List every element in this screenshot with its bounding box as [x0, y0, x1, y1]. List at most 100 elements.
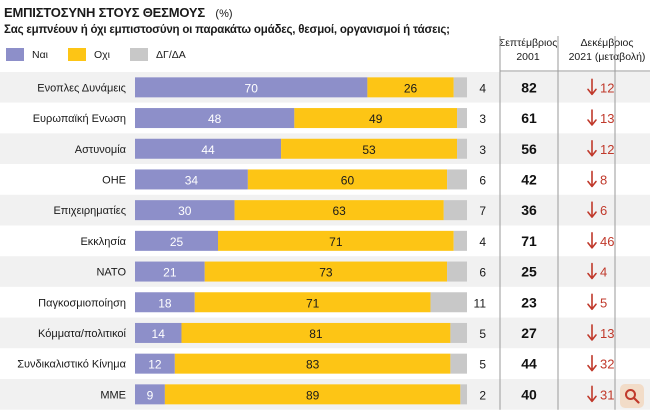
change-value: 31 [600, 387, 614, 402]
value-2001: 82 [521, 79, 537, 95]
value-2001: 23 [521, 294, 537, 310]
bar-dk [457, 108, 467, 129]
bar-oxi [181, 322, 451, 343]
down-arrow-icon [587, 385, 597, 403]
bar-nai [135, 322, 182, 343]
change-value: 46 [600, 234, 614, 249]
legend-label-dk: ΔΓ/ΔΑ [156, 48, 186, 61]
bar-nai [135, 77, 368, 98]
legend: Ναι Οχι ΔΓ/ΔΑ [6, 48, 206, 61]
bar-dk [453, 77, 467, 98]
category-label: Ενοπλες Δυνάμεις [37, 82, 126, 94]
down-arrow-icon [587, 232, 597, 249]
bar-dk [450, 322, 467, 343]
legend-item-nai: Ναι [6, 48, 48, 61]
down-arrow-icon [587, 139, 597, 157]
change-value: 32 [600, 357, 614, 372]
category-label: Ευρωπαϊκή Ενωση [33, 113, 126, 125]
value-2001: 36 [521, 202, 537, 218]
change-value: 8 [600, 172, 607, 187]
down-arrow-icon [587, 170, 597, 188]
bar-nai [135, 138, 282, 159]
value-2001: 44 [521, 356, 537, 372]
category-label: Εκκλησία [80, 236, 126, 248]
value-2001: 61 [521, 110, 537, 126]
value-2001: 25 [521, 264, 537, 280]
legend-item-oxi: Οχι [68, 48, 110, 61]
bar-label-oxi: 81 [309, 327, 323, 341]
bar-dk [447, 261, 467, 282]
value-2001: 27 [521, 325, 537, 341]
zoom-icon[interactable] [620, 384, 644, 408]
bar-dk [430, 292, 467, 313]
change-value: 12 [600, 80, 614, 95]
value-2001: 56 [521, 141, 537, 157]
value-2001: 42 [521, 171, 537, 187]
change-value: 6 [600, 203, 607, 218]
down-arrow-icon [587, 293, 597, 311]
down-arrow-icon [587, 201, 597, 218]
bar-dk [457, 138, 467, 159]
bar-label-oxi: 71 [329, 235, 343, 249]
down-arrow-icon [587, 324, 597, 341]
bar-nai [135, 108, 295, 129]
category-label: Κόμματα/πολιτικοί [38, 328, 127, 340]
category-label: Αστυνομία [75, 144, 127, 156]
legend-label-nai: Ναι [32, 48, 48, 61]
bar-label-dk: 5 [479, 358, 486, 372]
bar-nai [135, 353, 175, 374]
legend-swatch-dk [130, 48, 149, 61]
category-label: ΝΑΤΟ [96, 267, 126, 279]
bar-label-dk: 6 [479, 266, 486, 280]
bar-dk [453, 230, 467, 251]
zoom-icon-glyph [625, 389, 640, 404]
change-value: 13 [600, 111, 614, 126]
column-header-sep-2001-line2: 2001 [516, 51, 540, 63]
bar-oxi [234, 200, 444, 221]
bar-label-nai: 14 [152, 327, 166, 341]
bar-label-nai: 21 [163, 266, 177, 280]
bar-oxi [194, 292, 431, 313]
bar-label-nai: 70 [245, 81, 259, 95]
change-value: 13 [600, 326, 614, 341]
bar-nai [135, 169, 248, 190]
bar-oxi [218, 230, 454, 251]
legend-item-dk: ΔΓ/ΔΑ [130, 48, 186, 61]
bar-label-dk: 3 [479, 112, 486, 126]
bar-label-dk: 6 [479, 173, 486, 187]
chart-header: ΕΜΠΙΣΤΟΣΥΝΗ ΣΤΟΥΣ ΘΕΣΜΟΥΣ (%) [4, 4, 233, 22]
column-header-sep-2001: Σεπτέμβριος 2001 [498, 36, 558, 64]
bar-label-oxi: 49 [369, 112, 383, 126]
column-header-dec-2021: Δεκέμβριος 2021 (μεταβολή) [565, 36, 649, 64]
bar-dk [460, 384, 467, 405]
category-label: Επιχειρηματίες [53, 205, 126, 217]
change-value: 5 [600, 295, 607, 310]
down-arrow-icon [587, 262, 597, 280]
category-label: Συνδικαλιστικό Κίνημα [17, 359, 126, 371]
value-2001: 40 [521, 386, 537, 402]
bar-label-oxi: 60 [341, 173, 355, 187]
change-value: 4 [600, 265, 607, 280]
legend-swatch-oxi [68, 48, 86, 61]
bar-nai [135, 230, 218, 251]
change-value: 12 [600, 142, 614, 157]
bar-label-dk: 4 [479, 81, 486, 95]
bar-oxi [367, 77, 454, 98]
chart-subtitle: Σας εμπνέουν ή όχι εμπιστοσύνη οι παρακά… [4, 24, 450, 36]
bar-oxi [204, 261, 448, 282]
bar-label-dk: 7 [479, 204, 486, 218]
bar-oxi [164, 384, 461, 405]
bar-nai [135, 200, 235, 221]
bar-dk [450, 353, 467, 374]
down-arrow-icon [587, 109, 597, 126]
bar-label-dk: 11 [474, 296, 487, 310]
bar-label-oxi: 26 [404, 81, 418, 95]
category-label: Παγκοσμιοποίηση [38, 297, 126, 309]
down-arrow-icon [587, 354, 597, 372]
bar-dk [447, 169, 467, 190]
bar-label-dk: 4 [479, 235, 486, 249]
bar-oxi [247, 169, 448, 190]
bar-oxi [294, 108, 458, 129]
legend-swatch-nai [6, 48, 24, 61]
